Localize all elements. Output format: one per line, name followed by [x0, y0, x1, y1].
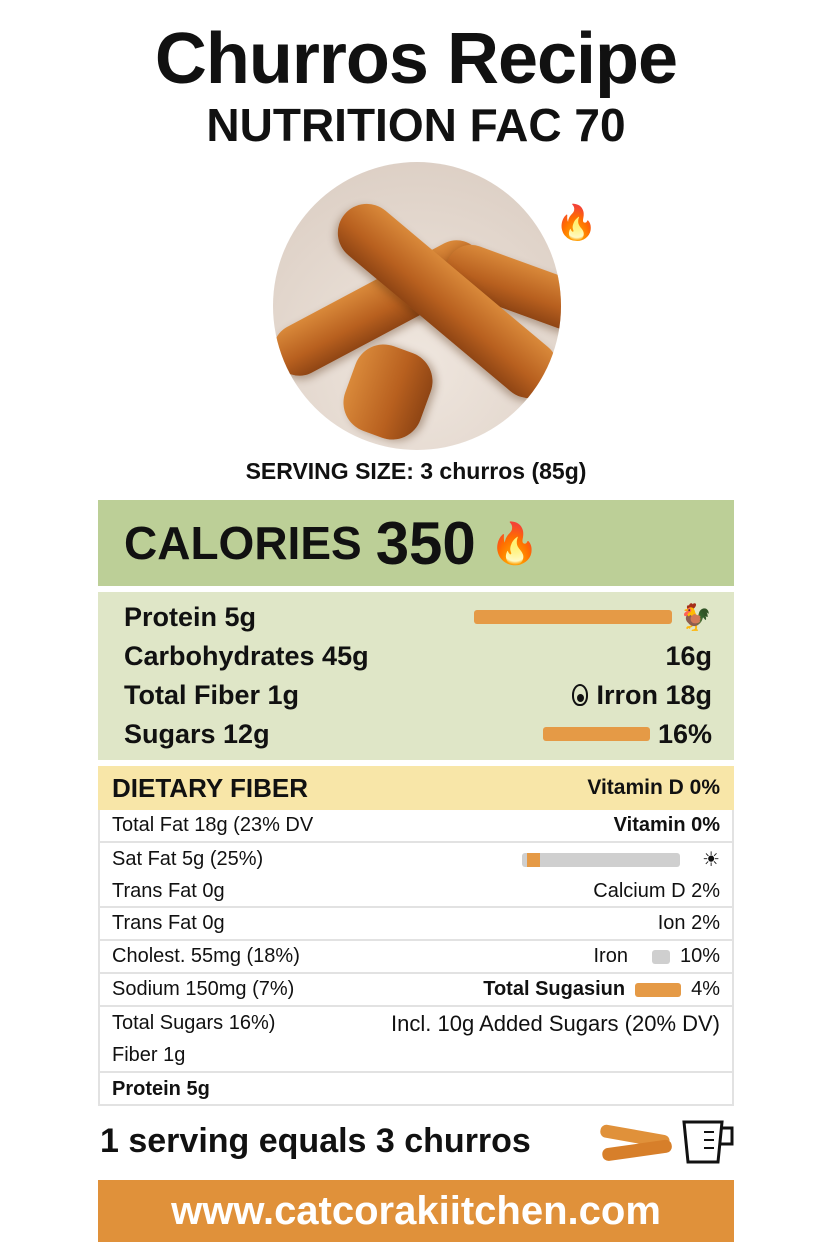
page-subtitle: NUTRITION FAC 70	[206, 99, 626, 151]
macro-value: 16%	[657, 718, 712, 749]
churros-photo	[273, 162, 561, 450]
dietary-right: Vitamin D 0%	[587, 776, 720, 799]
table-row: Protein 5g	[100, 1073, 732, 1106]
dietary-label: DIETARY FIBER	[112, 772, 308, 803]
row-label: Trans Fat 0g	[112, 912, 225, 934]
row-value: Ion 2%	[657, 912, 720, 934]
row-label: Cholest. 55mg (18%)	[112, 945, 300, 967]
macro-label: Total Fiber 1g	[124, 679, 300, 710]
macro-label: Carbohydrates 45g	[124, 640, 369, 671]
table-row: Cholest. 55mg (18%) Iron 10%	[100, 941, 732, 974]
table-row: Sat Fat 5g (25%) ☀	[100, 843, 732, 876]
row-label: Sat Fat 5g (25%)	[112, 848, 264, 870]
row-value: Vitamin 0%	[613, 814, 720, 836]
measuring-cup-icon	[682, 1120, 734, 1164]
iron-bar	[651, 949, 670, 964]
avocado-icon	[572, 684, 589, 706]
table-row: Total Sugars 16%) Incl. 10g Added Sugars …	[100, 1007, 732, 1040]
calories-value: 350	[375, 509, 476, 577]
table-row: Sodium 150mg (7%) Total Sugasiun 4%	[100, 974, 732, 1007]
dietary-fiber-header: DIETARY FIBER Vitamin D 0%	[98, 766, 734, 810]
website-url[interactable]: www.catcorakiitchen.com	[98, 1180, 734, 1242]
protein-bar	[473, 610, 672, 624]
row-label: Trans Fat 0g	[112, 879, 225, 902]
row-label: Total Sugars 16%)	[112, 1012, 276, 1034]
serving-size: SERVING SIZE: 3 churros (85g)	[245, 458, 587, 484]
flame-icon: 🔥	[555, 204, 598, 242]
macro-row: Protein 5g 🐓	[124, 598, 712, 636]
macro-row: Carbohydrates 45g 16g	[124, 637, 712, 675]
row-value: 4%	[691, 978, 720, 1000]
macro-value: Irron 18g	[596, 679, 712, 710]
sun-icon: ☀	[702, 849, 720, 871]
table-row: Fiber 1g	[100, 1040, 732, 1073]
table-row: Trans Fat 0g Ion 2%	[100, 908, 732, 941]
table-row: Total Fat 18g (23% DV Vitamin 0%	[100, 810, 732, 843]
macro-row: Total Fiber 1g Irron 18g	[124, 676, 712, 714]
page-title: Churros Recipe	[154, 19, 678, 99]
calories-banner: CALORIES 350 🔥	[98, 500, 734, 586]
serving-note: 1 serving equals 3 churros	[100, 1122, 531, 1160]
sugar-bar	[635, 982, 682, 997]
row-value: Incl. 10g Added Sugars (20% DV)	[391, 1010, 720, 1036]
sugars-bar	[542, 727, 650, 741]
row-label: Sodium 150mg (7%)	[112, 978, 295, 1000]
row-label: Total Fat 18g (23% DV	[112, 814, 314, 836]
flame-icon: 🔥	[489, 521, 540, 566]
churro-icon	[600, 1124, 672, 1161]
chicken-icon: 🐓	[679, 601, 712, 632]
macro-label: Protein 5g	[124, 601, 257, 632]
table-row: Trans Fat 0g Calcium D 2%	[100, 876, 732, 908]
row-value-label: Total Sugasiun	[483, 978, 626, 1000]
sat-fat-bar	[522, 852, 681, 867]
row-label: Fiber 1g	[112, 1044, 186, 1066]
calories-label: CALORIES	[124, 517, 362, 569]
macro-value: 16g	[665, 640, 712, 671]
nutrition-table: Total Fat 18g (23% DV Vitamin 0% Sat Fat …	[98, 810, 734, 1106]
row-value: 10%	[679, 945, 720, 967]
row-label: Protein 5g	[112, 1078, 210, 1100]
macro-row: Sugars 12g 16%	[124, 715, 712, 753]
macro-label: Sugars 12g	[124, 718, 270, 749]
row-value-label: Iron	[593, 945, 628, 967]
row-value: Calcium D 2%	[593, 879, 720, 902]
macros-panel: Protein 5g 🐓 Carbohydrates 45g 16g Total…	[98, 592, 734, 760]
